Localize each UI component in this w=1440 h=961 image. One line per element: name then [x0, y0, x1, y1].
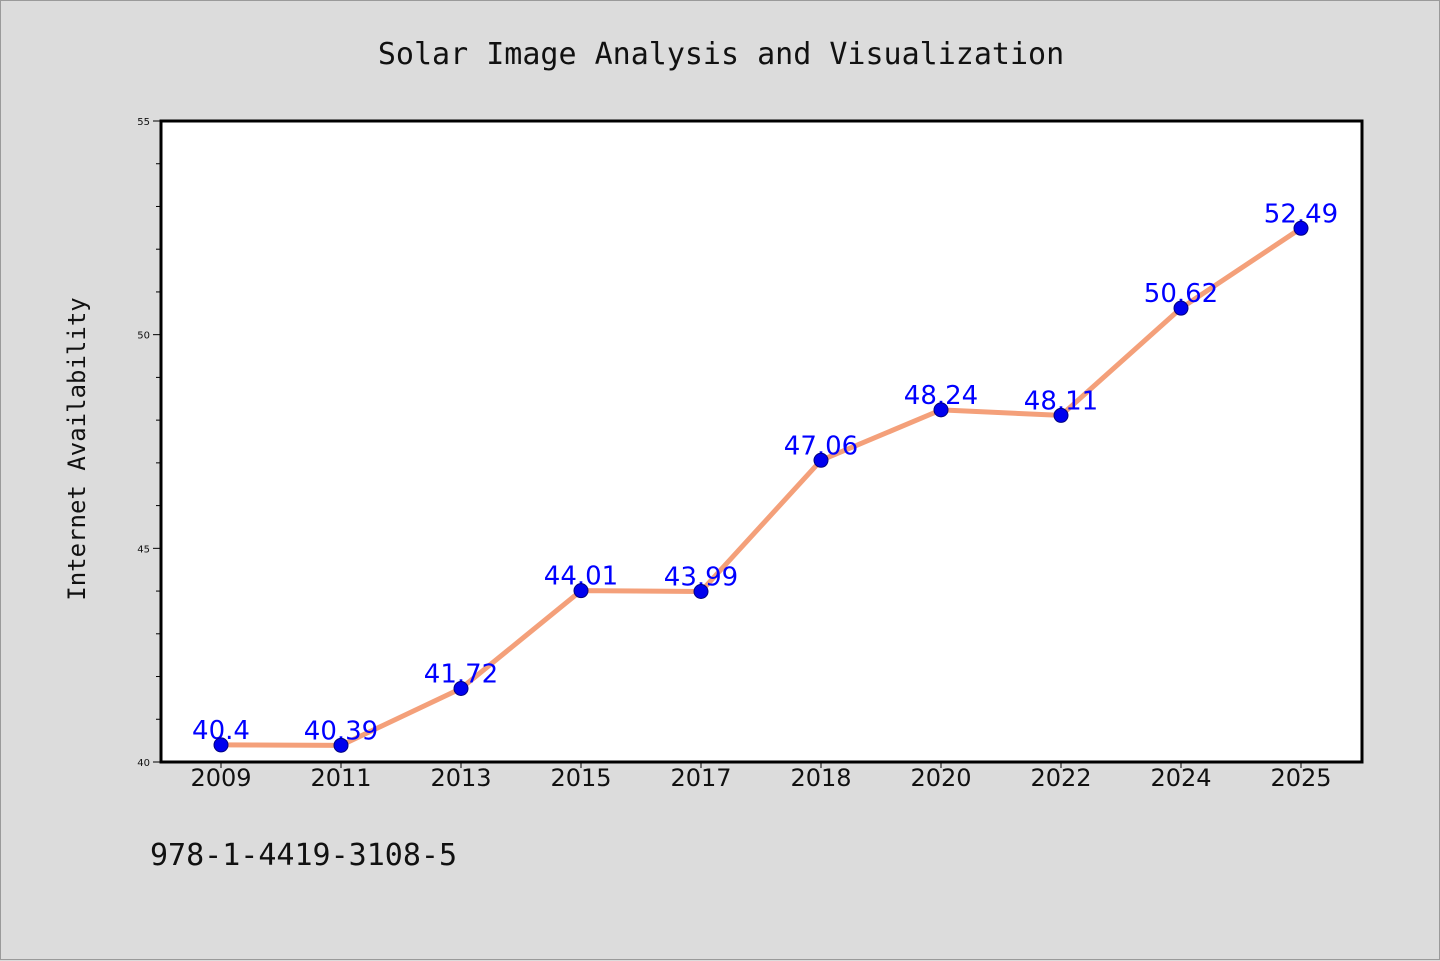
- x-tick-label: 2022: [1030, 764, 1091, 792]
- y-tick-label: 45: [137, 544, 150, 555]
- x-tick-label: 2018: [790, 764, 851, 792]
- series-line: [218, 225, 1304, 748]
- x-tick-label: 2020: [910, 764, 971, 792]
- y-tick-label: 55: [137, 117, 150, 128]
- x-tick-label: 2011: [310, 764, 371, 792]
- y-tick-label: 50: [137, 331, 150, 342]
- data-point: [333, 737, 349, 753]
- y-tick-label: 40: [137, 758, 150, 769]
- x-axis-ticks: 2009 2011 2013 2015 2017 2018 2020 2022 2024 2025: [190, 762, 1332, 792]
- data-point: [573, 583, 589, 599]
- data-point: [933, 402, 949, 418]
- x-tick-label: 2009: [190, 764, 251, 792]
- y-axis-ticks: 40 45 50 55: [137, 117, 161, 769]
- data-point: [1173, 300, 1189, 316]
- x-tick-label: 2025: [1270, 764, 1331, 792]
- plot-area: [159, 119, 1364, 764]
- y-axis-label: Internet Availability: [63, 297, 91, 600]
- footnote-isbn: 978-1-4419-3108-5: [150, 838, 457, 873]
- data-point: [213, 737, 229, 753]
- data-point: [453, 680, 469, 696]
- data-point: [1293, 220, 1309, 236]
- x-tick-label: 2015: [550, 764, 611, 792]
- x-tick-label: 2024: [1150, 764, 1211, 792]
- data-point: [693, 583, 709, 599]
- chart-title: Solar Image Analysis and Visualization: [378, 37, 1064, 72]
- x-tick-label: 2017: [670, 764, 731, 792]
- data-point: [813, 452, 829, 468]
- x-tick-label: 2013: [430, 764, 491, 792]
- series-markers: [213, 220, 1309, 753]
- data-point: [1053, 407, 1069, 423]
